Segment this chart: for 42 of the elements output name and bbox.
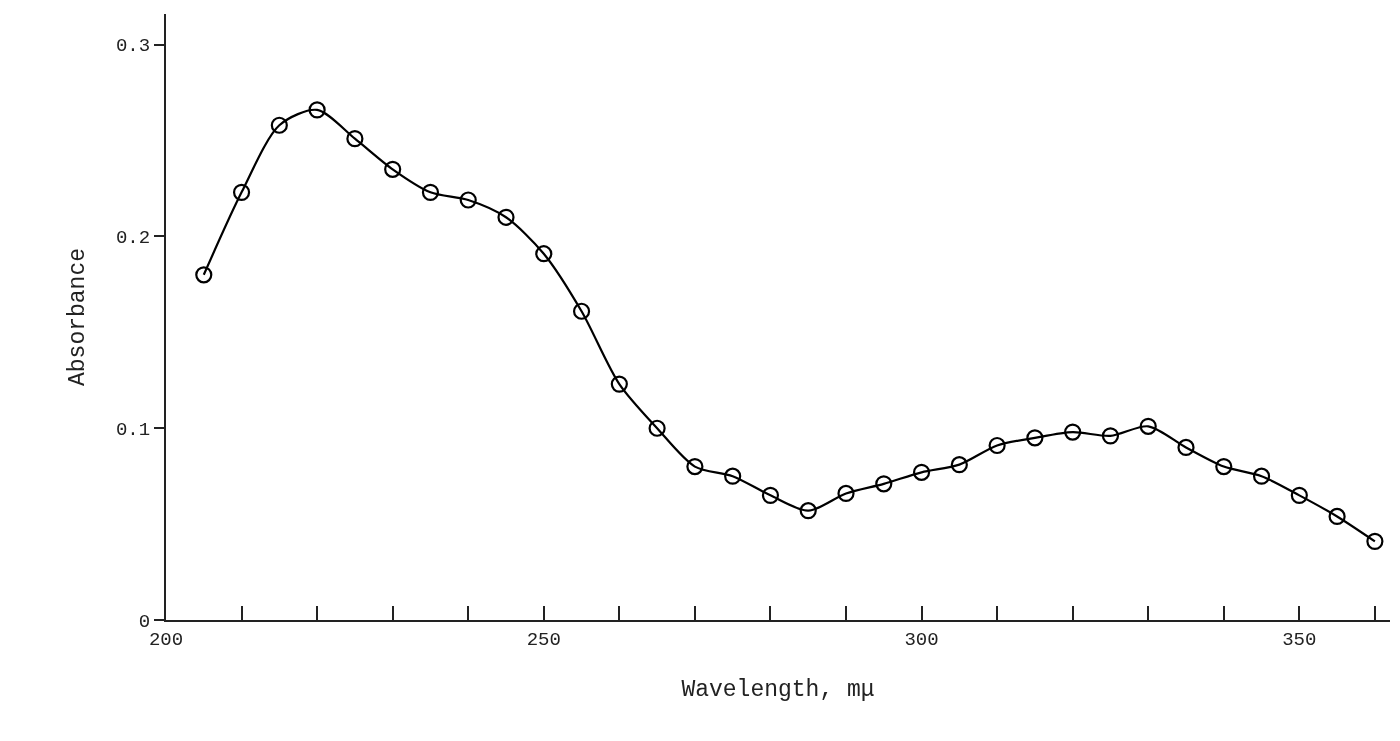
point — [384, 160, 402, 178]
point — [1366, 532, 1384, 550]
point — [950, 456, 968, 474]
point — [1290, 486, 1308, 504]
x-axis-title: Wavelength, mμ — [681, 676, 875, 703]
point — [1215, 457, 1233, 476]
point — [1328, 507, 1346, 526]
point — [421, 183, 440, 201]
point — [1177, 438, 1195, 456]
point — [195, 266, 213, 284]
y-tick-label: 0.3 — [115, 35, 151, 58]
y-tick-label: 0.1 — [115, 418, 151, 441]
point — [535, 245, 553, 263]
point — [1252, 467, 1271, 485]
point — [912, 463, 931, 481]
point — [724, 467, 742, 485]
point — [1026, 429, 1044, 447]
y-axis-title: Absorbance — [64, 247, 91, 387]
y-tick-label: 0.2 — [115, 227, 151, 250]
x-tick-label: 200 — [148, 628, 184, 651]
x-tick-label: 300 — [904, 628, 939, 651]
point — [232, 183, 251, 201]
point — [1101, 427, 1120, 445]
point — [988, 436, 1006, 455]
x-tick-label: 350 — [1282, 628, 1317, 651]
point — [1064, 423, 1082, 441]
point — [308, 101, 326, 119]
point — [346, 130, 364, 148]
point — [497, 208, 515, 226]
point — [686, 457, 704, 476]
point — [875, 475, 893, 493]
point — [610, 375, 628, 393]
point — [572, 302, 591, 320]
point — [837, 484, 855, 503]
point — [459, 191, 477, 209]
point — [761, 486, 780, 504]
point — [648, 419, 666, 437]
point — [1139, 417, 1157, 435]
y-tick-label: 0 — [138, 610, 151, 633]
x-tick-label: 250 — [526, 628, 561, 651]
point — [270, 116, 288, 134]
point — [799, 502, 817, 520]
